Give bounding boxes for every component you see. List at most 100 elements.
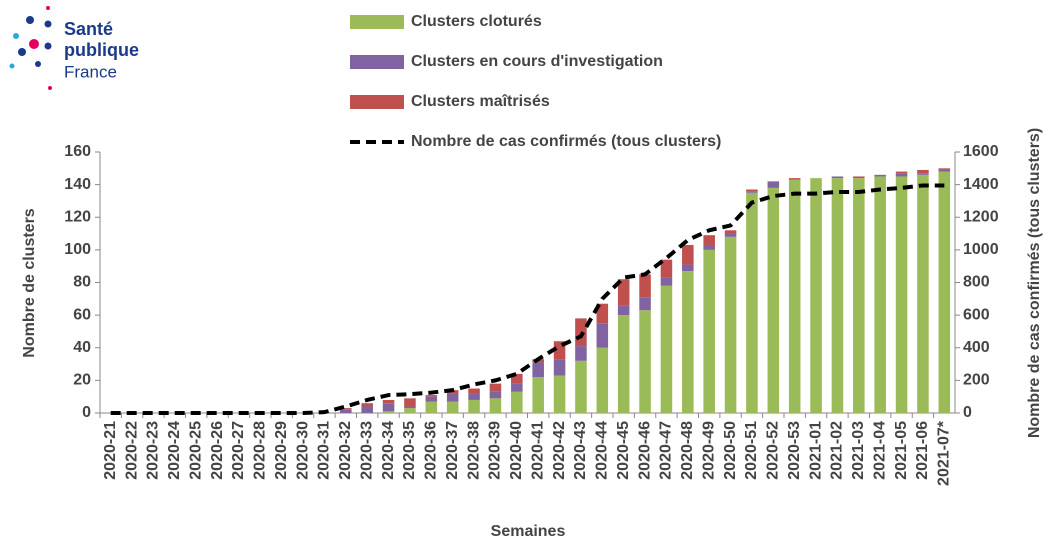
- x-tick-label: 2020-40: [508, 421, 525, 480]
- bar-segment: [746, 192, 758, 413]
- y2-axis-title: Nombre de cas confirmés (tous clusters): [1026, 128, 1043, 438]
- bar-segment: [596, 323, 609, 348]
- x-tick-label: 2020-43: [572, 421, 589, 480]
- x-tick-label: 2020-32: [337, 421, 354, 480]
- bar-segment: [682, 264, 694, 272]
- x-tick-label: 2021-01: [807, 421, 824, 480]
- bar-segment: [596, 303, 609, 324]
- y-tick-label: 40: [73, 339, 91, 356]
- bar-segment: [853, 176, 865, 179]
- bar-segment: [596, 347, 609, 413]
- bar-segment: [703, 244, 715, 250]
- bar-segment: [404, 408, 416, 413]
- x-tick-label: 2021-06: [914, 421, 931, 480]
- bar-segment: [810, 178, 822, 413]
- y-tick-label: 0: [82, 404, 91, 421]
- x-tick-label: 2020-28: [252, 421, 269, 480]
- bar-segment: [532, 362, 544, 378]
- line-series: [110, 183, 945, 415]
- bar-segment: [703, 235, 715, 245]
- x-tick-label: 2020-52: [765, 421, 782, 480]
- bar-segment: [938, 168, 951, 170]
- y2-tick-label: 600: [963, 306, 990, 323]
- bar-segment: [446, 393, 459, 402]
- bar-segment: [831, 178, 844, 413]
- x-tick-label: 2020-25: [187, 421, 204, 480]
- bar-segment: [446, 401, 459, 413]
- y-tick-label: 20: [73, 372, 91, 389]
- legend-swatch: [350, 15, 404, 29]
- bar-segment: [361, 403, 373, 407]
- bar-segment: [489, 398, 502, 413]
- x-tick-label: 2020-49: [700, 421, 717, 480]
- bar-segment: [468, 399, 480, 413]
- bar-segment: [639, 310, 651, 413]
- x-tick-label: 2020-35: [401, 421, 418, 480]
- bar-segment: [468, 388, 480, 394]
- y2-tick-label: 1200: [963, 208, 999, 225]
- bar-segment: [575, 360, 587, 413]
- x-tick-label: 2020-47: [658, 421, 675, 480]
- x-tick-label: 2020-22: [123, 421, 140, 480]
- bar-segment: [425, 401, 438, 413]
- x-tick-label: 2020-42: [551, 421, 568, 480]
- bar-segment: [575, 346, 587, 361]
- bar-segment: [361, 406, 373, 413]
- logo-text: France: [64, 62, 117, 81]
- x-tick-label: 2020-45: [615, 421, 632, 480]
- y2-tick-label: 800: [963, 274, 990, 291]
- bar-segment: [682, 244, 694, 265]
- x-tick-label: 2021-07*: [936, 420, 953, 486]
- bar-segment: [874, 174, 886, 177]
- bar-segment: [489, 383, 502, 392]
- bar-segment: [404, 398, 416, 407]
- bar-segment: [639, 274, 651, 298]
- x-tick-label: 2020-53: [786, 421, 803, 480]
- y-tick-label: 120: [64, 208, 91, 225]
- logo-text: publique: [64, 40, 139, 60]
- y2-tick-label: 1400: [963, 176, 999, 193]
- legend-swatch: [350, 55, 404, 69]
- bar-segment: [917, 169, 929, 174]
- bar-segment: [660, 259, 673, 278]
- legend-label: Clusters maîtrisés: [411, 93, 550, 110]
- logo: Santé publique France: [9, 6, 139, 90]
- bar-segment: [617, 315, 630, 413]
- y-tick-label: 80: [73, 274, 91, 291]
- bar-segment: [724, 236, 737, 413]
- bar-segment: [895, 176, 908, 413]
- bar-segment: [660, 285, 673, 413]
- bar-segment: [917, 174, 929, 413]
- x-tick-label: 2020-33: [358, 421, 375, 480]
- bar-segment: [895, 173, 908, 177]
- y-tick-label: 60: [73, 306, 91, 323]
- y2-tick-label: 0: [963, 404, 972, 421]
- x-tick-label: 2020-39: [487, 421, 504, 480]
- bar-segment: [382, 411, 395, 413]
- x-tick-label: 2020-46: [636, 421, 653, 480]
- logo-text: Santé: [64, 19, 113, 39]
- bar-segment: [553, 359, 566, 376]
- bar-segment: [553, 341, 566, 360]
- bar-segment: [532, 377, 544, 413]
- legend-label: Clusters cloturés: [411, 13, 542, 30]
- bar-segment: [767, 181, 780, 188]
- bar-segment: [874, 176, 886, 413]
- bar-segment: [340, 409, 352, 413]
- x-tick-label: 2021-02: [829, 421, 846, 480]
- x-tick-label: 2020-48: [679, 421, 696, 480]
- bar-segment: [511, 373, 523, 384]
- x-tick-label: 2020-51: [743, 421, 760, 480]
- x-tick-label: 2020-27: [230, 421, 247, 480]
- x-tick-label: 2020-44: [594, 421, 611, 480]
- x-tick-label: 2020-41: [529, 421, 546, 480]
- x-tick-label: 2021-04: [871, 421, 888, 480]
- bar-segment: [746, 191, 758, 193]
- y-tick-label: 160: [64, 143, 91, 160]
- bar-segment: [788, 178, 801, 180]
- x-tick-label: 2020-34: [380, 421, 397, 480]
- y2-tick-label: 400: [963, 339, 990, 356]
- y-tick-label: 100: [64, 241, 91, 258]
- bar-segment: [767, 187, 780, 413]
- x-axis-title: Semaines: [491, 523, 566, 540]
